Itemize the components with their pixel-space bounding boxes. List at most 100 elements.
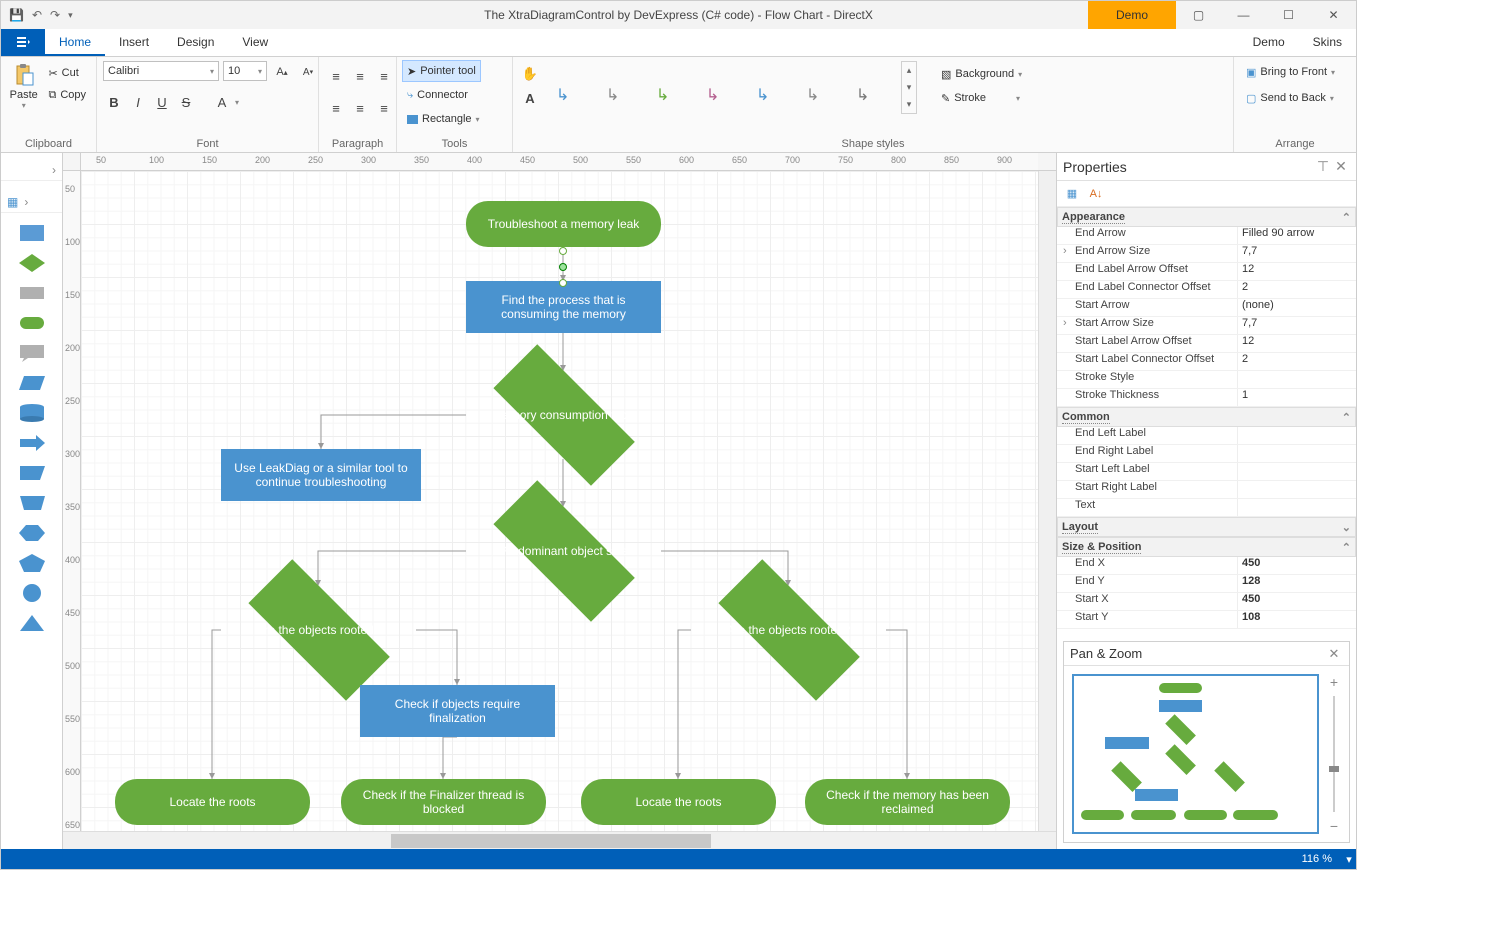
tab-insert[interactable]: Insert: [105, 28, 163, 56]
bold-button[interactable]: B: [103, 91, 125, 113]
diagram-canvas[interactable]: Troubleshoot a memory leak Find the proce…: [81, 171, 1038, 831]
shape-circle[interactable]: [18, 583, 46, 603]
zoom-dropdown-icon[interactable]: ▾: [1342, 853, 1356, 866]
cut-button[interactable]: ✂Cut: [44, 63, 90, 83]
pin-icon[interactable]: ⊤: [1314, 158, 1332, 175]
flowchart-node[interactable]: Are the objects rooted?: [691, 586, 886, 674]
align-center-button[interactable]: ≡: [349, 97, 371, 119]
grow-font-button[interactable]: A▴: [271, 61, 293, 83]
pan-tool-button[interactable]: ✋: [519, 63, 541, 85]
background-button[interactable]: ▧Background▾: [935, 63, 1028, 85]
underline-button[interactable]: U: [151, 91, 173, 113]
shape-parallelogram[interactable]: [18, 373, 46, 393]
bring-to-front-button[interactable]: ▣Bring to Front▾: [1240, 61, 1341, 83]
ribbon-options-icon[interactable]: ▢: [1176, 1, 1221, 29]
shape-style-gallery[interactable]: ↳ ↳ ↳ ↳ ↳ ↳ ↳ ▴▾▾: [551, 61, 917, 114]
flowchart-node[interactable]: Locate the roots: [115, 779, 310, 825]
send-to-back-button[interactable]: ▢Send to Back▾: [1240, 87, 1340, 109]
font-color-button[interactable]: A: [211, 91, 233, 113]
minimize-icon[interactable]: —: [1221, 1, 1266, 29]
shape-rectangle[interactable]: [18, 223, 46, 243]
pointer-icon: ➤: [407, 65, 416, 78]
properties-grid[interactable]: Appearance⌃End ArrowFilled 90 arrowEnd A…: [1057, 207, 1356, 635]
zoom-level[interactable]: 116 %: [1292, 853, 1342, 865]
flowchart-node[interactable]: Are the objects rooted?: [221, 586, 416, 674]
undo-icon[interactable]: ↶: [32, 8, 42, 22]
flowchart-node[interactable]: Troubleshoot a memory leak: [466, 201, 661, 247]
shape-arrow[interactable]: [18, 433, 46, 453]
prop-categorized-icon[interactable]: ▦: [1063, 185, 1081, 203]
tab-home[interactable]: Home: [45, 28, 105, 56]
shape-trapezoid[interactable]: [18, 463, 46, 483]
shape-hexagon[interactable]: [18, 523, 46, 543]
flowchart-node[interactable]: Use LeakDiag or a similar tool to contin…: [221, 449, 421, 501]
shape-rounded[interactable]: [18, 313, 46, 333]
save-icon[interactable]: 💾: [9, 8, 24, 23]
align-top-left-button[interactable]: ≡: [325, 65, 347, 87]
rectangle-icon: [407, 115, 418, 124]
stroke-button[interactable]: ✎Stroke▾: [935, 87, 1028, 109]
flowchart-node[interactable]: Predominant object size: [466, 507, 661, 595]
ribbon-tabs: Home Insert Design View Demo Skins: [1, 29, 1356, 57]
shape-triangle[interactable]: [18, 613, 46, 633]
shape-cylinder[interactable]: [18, 403, 46, 423]
close-icon[interactable]: ✕: [1311, 1, 1356, 29]
ruler-vertical: 50100150200250300350400450500550600650: [63, 171, 81, 831]
flowchart-node[interactable]: Check if the memory has been reclaimed: [805, 779, 1010, 825]
prop-alpha-icon[interactable]: A↓: [1087, 185, 1105, 203]
fill-icon: ▧: [941, 68, 951, 81]
group-clipboard-label: Clipboard: [7, 136, 90, 150]
tab-skins[interactable]: Skins: [1299, 28, 1356, 56]
scrollbar-horizontal[interactable]: [81, 831, 1038, 849]
zoom-in-icon[interactable]: +: [1330, 674, 1338, 690]
file-tab[interactable]: [1, 28, 45, 56]
flowchart-node[interactable]: Check if the Finalizer thread is blocked: [341, 779, 546, 825]
redo-icon[interactable]: ↷: [50, 8, 60, 22]
strike-button[interactable]: S: [175, 91, 197, 113]
zoom-slider[interactable]: + −: [1327, 674, 1341, 834]
rectangle-tool-button[interactable]: Rectangle▾: [403, 109, 484, 129]
group-font-label: Font: [103, 136, 312, 150]
shape-diamond[interactable]: [18, 253, 46, 273]
close-panel-icon[interactable]: ✕: [1332, 158, 1350, 175]
copy-button[interactable]: ⧉Copy: [44, 85, 90, 105]
zoom-out-icon[interactable]: −: [1330, 818, 1338, 834]
flowchart-node[interactable]: Find the process that is consuming the m…: [466, 281, 661, 333]
italic-button[interactable]: I: [127, 91, 149, 113]
font-name-combo[interactable]: Calibri▾: [103, 61, 219, 81]
flowchart-node[interactable]: Check if objects require finalization: [360, 685, 555, 737]
connector-tool-button[interactable]: ⤷Connector: [403, 85, 472, 105]
align-right-button[interactable]: ≡: [373, 97, 395, 119]
align-top-right-button[interactable]: ≡: [373, 65, 395, 87]
paste-button[interactable]: Paste ▾: [7, 61, 40, 110]
tab-demo[interactable]: Demo: [1239, 28, 1299, 56]
align-left-button[interactable]: ≡: [325, 97, 347, 119]
font-size-combo[interactable]: 10▾: [223, 61, 267, 81]
copy-icon: ⧉: [48, 89, 56, 102]
shapes-more-icon[interactable]: ›: [24, 195, 28, 209]
shape-trapezoid2[interactable]: [18, 493, 46, 513]
shape-pentagon[interactable]: [18, 553, 46, 573]
demo-button[interactable]: Demo: [1088, 1, 1176, 29]
shrink-font-button[interactable]: A▾: [297, 61, 319, 83]
shape-callout[interactable]: [18, 343, 46, 363]
ruler-horizontal: 5010015020025030035040045050055060065070…: [81, 153, 1038, 171]
pointer-tool-button[interactable]: ➤Pointer tool: [403, 61, 480, 81]
expand-shapes-icon[interactable]: ›: [52, 163, 56, 177]
shape-rect2[interactable]: [18, 283, 46, 303]
shapes-grid-icon[interactable]: ▦: [7, 195, 18, 209]
gallery-spin[interactable]: ▴▾▾: [901, 61, 917, 114]
flowchart-node[interactable]: Memory consumption type: [466, 371, 661, 459]
properties-header: Properties ⊤ ✕: [1057, 153, 1356, 181]
close-panzoom-icon[interactable]: ✕: [1325, 646, 1343, 662]
qat-dropdown-icon[interactable]: ▾: [68, 10, 73, 21]
align-top-center-button[interactable]: ≡: [349, 65, 371, 87]
scrollbar-vertical[interactable]: [1038, 171, 1056, 831]
text-tool-button[interactable]: A: [519, 87, 541, 109]
scissors-icon: ✂: [48, 67, 57, 80]
flowchart-node[interactable]: Locate the roots: [581, 779, 776, 825]
tab-design[interactable]: Design: [163, 28, 228, 56]
panzoom-thumbnail[interactable]: [1072, 674, 1319, 834]
tab-view[interactable]: View: [228, 28, 282, 56]
maximize-icon[interactable]: ☐: [1266, 1, 1311, 29]
